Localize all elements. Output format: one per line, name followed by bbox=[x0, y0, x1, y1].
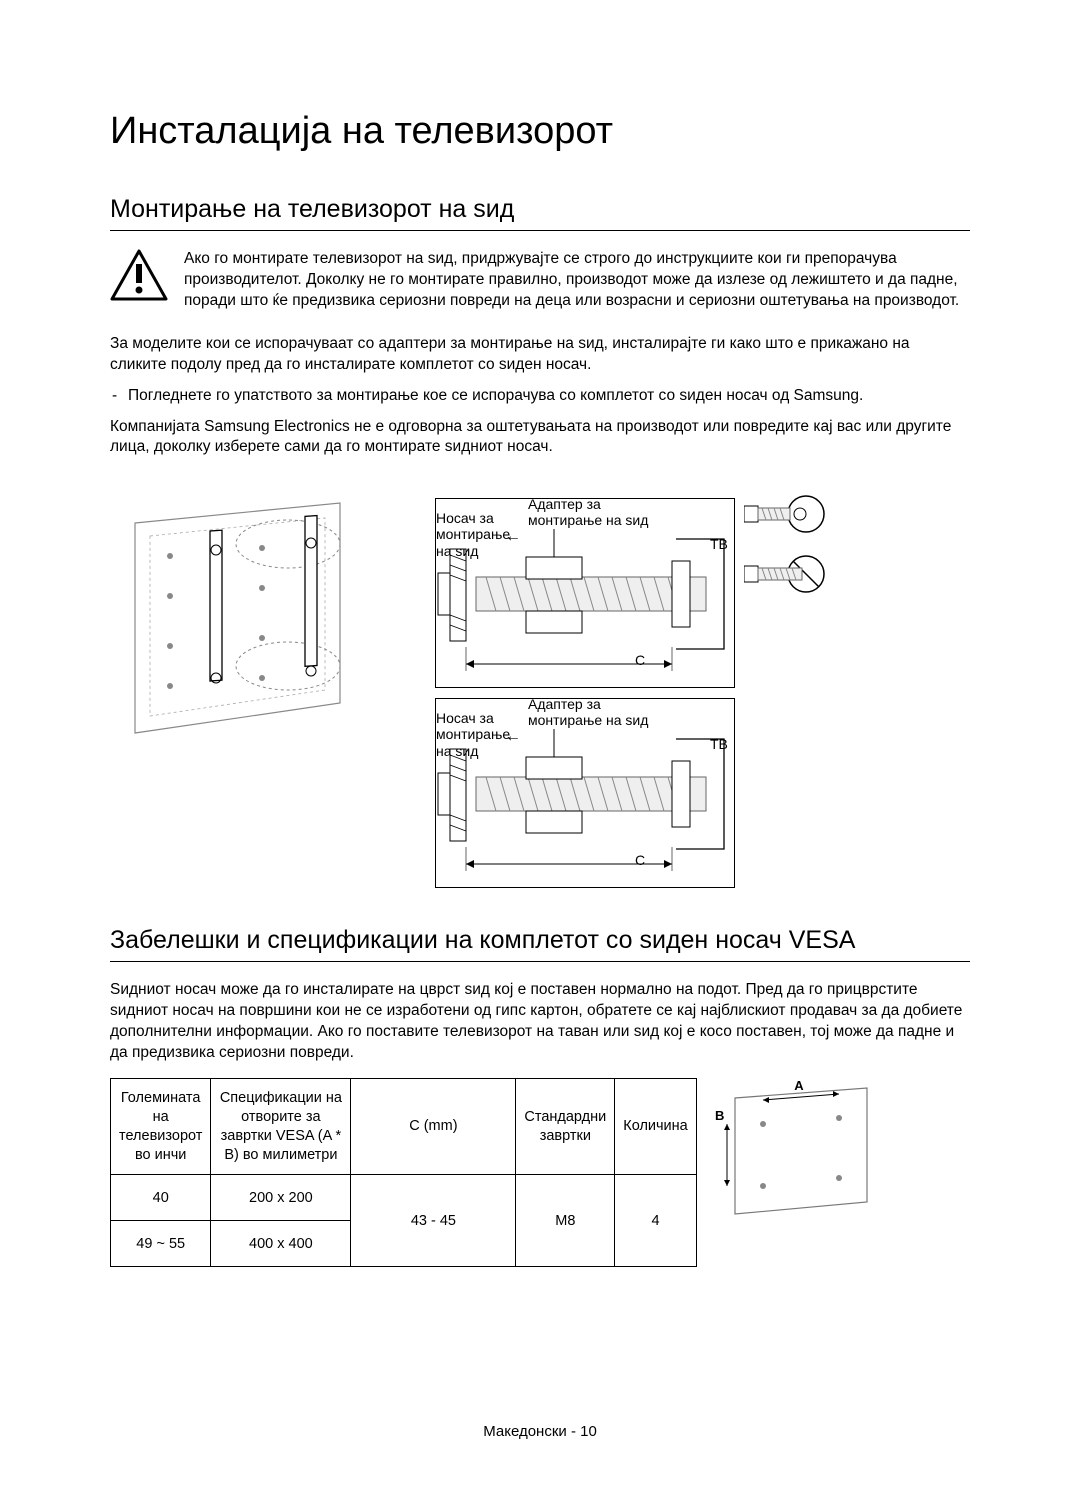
spec-th-screw: Стандардни завртки bbox=[516, 1079, 615, 1175]
page-footer: Македонски - 10 bbox=[0, 1423, 1080, 1440]
diagram-label-tv-bottom: ТВ bbox=[710, 736, 728, 752]
diagram-label-mount-top: Носач за монтирање на ѕид bbox=[436, 510, 510, 558]
section2-heading: Забелешки и спецификации на комплетот со… bbox=[110, 926, 970, 962]
spec-cell: 43 - 45 bbox=[351, 1175, 516, 1267]
arrow-left-icon: ← bbox=[505, 728, 521, 746]
diagram-tv-panel-icon bbox=[110, 488, 430, 748]
spec-cell: M8 bbox=[516, 1175, 615, 1267]
diagram-label-c-bottom: C bbox=[635, 852, 645, 868]
section2-p1: Ѕидниот носач може да го инсталирате на … bbox=[110, 980, 970, 1064]
diagram-label-mount-bottom: Носач за монтирање на ѕид bbox=[436, 710, 510, 758]
mounting-diagram: Носач за монтирање на ѕид Адаптер за мон… bbox=[110, 478, 970, 898]
spec-th-size: Големината на телевизорот во инчи bbox=[111, 1079, 211, 1175]
section1-p3: Компанијата Samsung Electronics не е одг… bbox=[110, 417, 970, 459]
section1-p2: За моделите кои се испорачуваат со адапт… bbox=[110, 334, 970, 376]
diagram-label-adapter-top: Адаптер за монтирање на ѕид bbox=[528, 496, 648, 528]
spec-th-vesa: Спецификации на отворите за завртки VESA… bbox=[211, 1079, 351, 1175]
spec-cell: 200 x 200 bbox=[211, 1175, 351, 1221]
spec-th-c: C (mm) bbox=[351, 1079, 516, 1175]
spec-th-qty: Количина bbox=[615, 1079, 696, 1175]
section1-bullet1: Погледнете го упатството за монтирање ко… bbox=[110, 386, 970, 407]
spec-table-wrap: Големината на телевизорот во инчи Специф… bbox=[110, 1074, 970, 1267]
spec-cell: 49 ~ 55 bbox=[111, 1221, 211, 1267]
warning-block: Ако го монтирате телевизорот на ѕид, при… bbox=[110, 249, 970, 322]
spec-table: Големината на телевизорот во инчи Специф… bbox=[110, 1078, 697, 1267]
diagram-label-adapter-bottom: Адаптер за монтирање на ѕид bbox=[528, 696, 648, 728]
bolt-ok-no-icon bbox=[744, 492, 826, 612]
spec-cell: 400 x 400 bbox=[211, 1221, 351, 1267]
vesa-illustration-icon: A B bbox=[707, 1074, 877, 1224]
section1-heading: Монтирање на телевизорот на ѕид bbox=[110, 195, 970, 231]
vesa-label-a: A bbox=[794, 1078, 804, 1093]
vesa-label-b: B bbox=[715, 1108, 724, 1123]
spec-cell: 4 bbox=[615, 1175, 696, 1267]
warning-icon bbox=[110, 249, 168, 301]
spec-cell: 40 bbox=[111, 1175, 211, 1221]
page-title: Инсталација на телевизорот bbox=[110, 110, 970, 153]
warning-text: Ако го монтирате телевизорот на ѕид, при… bbox=[184, 249, 970, 312]
arrow-left-icon: ← bbox=[505, 528, 521, 546]
diagram-label-tv-top: ТВ bbox=[710, 536, 728, 552]
diagram-label-c-top: C bbox=[635, 652, 645, 668]
